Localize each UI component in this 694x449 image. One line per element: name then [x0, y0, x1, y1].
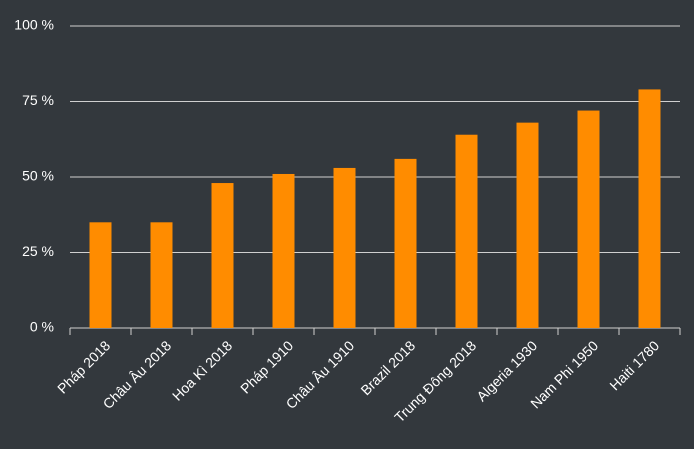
y-tick-label: 50 %	[22, 168, 54, 184]
bar	[577, 110, 600, 328]
bar	[211, 183, 234, 328]
x-tick-label: Brazil 2018	[357, 337, 418, 398]
y-tick-label: 0 %	[30, 319, 54, 335]
bar	[516, 122, 539, 328]
bar	[89, 222, 112, 328]
x-tick-label: Algeria 1930	[473, 337, 540, 404]
x-tick-label: Pháp 1910	[237, 337, 296, 396]
x-tick-label: Haiti 1780	[606, 337, 662, 393]
bar	[394, 158, 417, 328]
bar	[638, 89, 661, 328]
bar	[272, 173, 295, 328]
bar	[150, 222, 173, 328]
y-tick-label: 25 %	[22, 243, 54, 259]
bar	[455, 134, 478, 328]
bar	[333, 167, 356, 328]
x-tick-label: Pháp 2018	[54, 337, 113, 396]
y-tick-label: 100 %	[14, 17, 54, 33]
x-tick-label: Hoa Kì 2018	[169, 337, 236, 404]
y-tick-label: 75 %	[22, 92, 54, 108]
